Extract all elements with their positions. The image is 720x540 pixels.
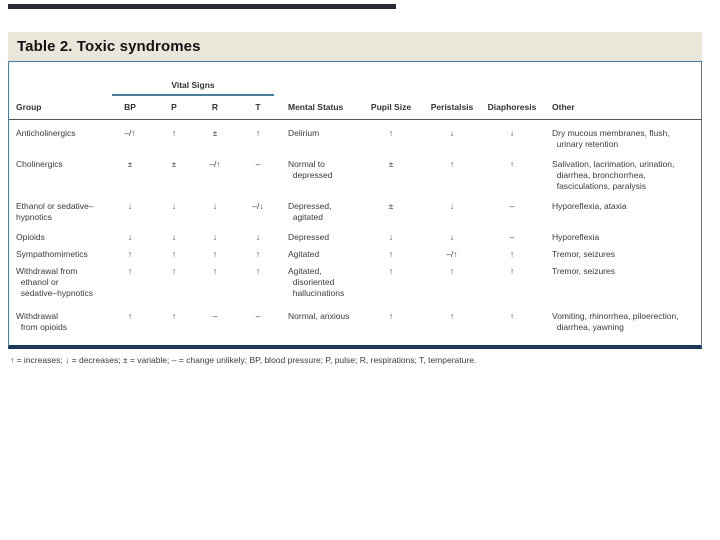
cell-diaphoresis: ↑ [509, 249, 515, 259]
cell-p: ↑ [171, 311, 177, 321]
cell-mental: Agitated [288, 249, 320, 259]
table-header-row: Group BP P R T Mental Status Pupil Size … [9, 102, 701, 113]
cell-pupil: ↓ [388, 232, 394, 242]
top-accent-bar [8, 4, 396, 9]
cell-t: – [255, 159, 261, 169]
cell-peristalsis: ↑ [449, 311, 455, 321]
cell-p: ↓ [171, 232, 177, 242]
cell-pupil: ± [388, 201, 394, 211]
cell-bp: ± [127, 159, 133, 169]
cell-pupil: ± [388, 159, 394, 169]
cell-r: ↓ [212, 232, 218, 242]
cell-peristalsis: –/↑ [446, 249, 458, 259]
table-row: Withdrawal from opioids ↑ ↑ – – Normal, … [9, 311, 701, 333]
column-header-pupil: Pupil Size [370, 102, 412, 112]
cell-p: ↓ [171, 201, 177, 211]
cell-peristalsis: ↑ [449, 159, 455, 169]
cell-other: Tremor, seizures [552, 266, 615, 276]
column-header-mental: Mental Status [288, 102, 344, 112]
cell-group: Cholinergics [16, 159, 63, 169]
cell-r: – [212, 311, 218, 321]
cell-p: ↑ [171, 266, 177, 276]
cell-mental: Normal, anxious [288, 311, 350, 321]
cell-r: –/↑ [209, 159, 221, 169]
column-header-diaphoresis: Diaphoresis [487, 102, 537, 112]
table-row: Opioids ↓ ↓ ↓ ↓ Depressed ↓ ↓ – Hyporefl… [9, 232, 701, 243]
cell-bp: ↑ [127, 266, 133, 276]
cell-mental: Agitated, disoriented hallucinations [288, 266, 345, 298]
table-row: Sympathomimetics ↑ ↑ ↑ ↑ Agitated ↑ –/↑ … [9, 249, 701, 260]
cell-r: ± [212, 128, 218, 138]
cell-diaphoresis: – [509, 232, 515, 242]
column-header-bp: BP [124, 102, 136, 112]
cell-other: Vomiting, rhinorrhea, piloerection, diar… [552, 311, 679, 332]
cell-r: ↑ [212, 266, 218, 276]
header-separator [9, 119, 701, 120]
cell-group: Ethanol or sedative– hypnotics [16, 201, 94, 222]
table-title: Table 2. Toxic syndromes [17, 38, 201, 55]
cell-peristalsis: ↑ [449, 266, 455, 276]
table-row: Cholinergics ± ± –/↑ – Normal to depress… [9, 159, 701, 192]
cell-bp: –/↑ [124, 128, 136, 138]
table-row: Anticholinergics –/↑ ↑ ± ↑ Delirium ↑ ↓ … [9, 128, 701, 150]
cell-diaphoresis: ↓ [509, 128, 515, 138]
cell-pupil: ↑ [388, 249, 394, 259]
cell-t: ↑ [255, 128, 261, 138]
cell-t: – [255, 311, 261, 321]
cell-p: ↑ [171, 128, 177, 138]
cell-mental: Delirium [288, 128, 320, 138]
cell-group: Sympathomimetics [16, 249, 88, 259]
cell-group: Anticholinergics [16, 128, 76, 138]
cell-t: ↑ [255, 249, 261, 259]
cell-other: Salivation, lacrimation, urination, diar… [552, 159, 675, 191]
cell-peristalsis: ↓ [449, 201, 455, 211]
cell-pupil: ↑ [388, 311, 394, 321]
column-header-other: Other [552, 102, 575, 112]
cell-peristalsis: ↓ [449, 128, 455, 138]
cell-t: ↓ [255, 232, 261, 242]
column-header-peristalsis: Peristalsis [430, 102, 474, 112]
cell-other: Hyporeflexia, ataxia [552, 201, 627, 211]
cell-bp: ↑ [127, 249, 133, 259]
cell-diaphoresis: ↑ [509, 311, 515, 321]
cell-t: ↑ [255, 266, 261, 276]
cell-r: ↓ [212, 201, 218, 211]
cell-r: ↑ [212, 249, 218, 259]
toxic-syndromes-table: Vital Signs Group BP P R T Mental Status… [8, 61, 702, 349]
table-row: Ethanol or sedative– hypnotics ↓ ↓ ↓ –/↓… [9, 201, 701, 223]
column-header-t: T [255, 102, 261, 112]
cell-diaphoresis: – [509, 201, 515, 211]
cell-p: ± [171, 159, 177, 169]
cell-mental: Normal to depressed [288, 159, 333, 180]
cell-group: Withdrawal from ethanol or sedative–hypn… [16, 266, 94, 298]
table-row: Withdrawal from ethanol or sedative–hypn… [9, 266, 701, 299]
cell-peristalsis: ↓ [449, 232, 455, 242]
cell-mental: Depressed, agitated [288, 201, 332, 222]
cell-p: ↑ [171, 249, 177, 259]
cell-other: Dry mucous membranes, flush, urinary ret… [552, 128, 670, 149]
column-header-r: R [211, 102, 219, 112]
cell-other: Hyporeflexia [552, 232, 600, 242]
cell-group: Withdrawal from opioids [16, 311, 68, 332]
vital-signs-spanner-row: Vital Signs [9, 80, 701, 96]
cell-bp: ↓ [127, 201, 133, 211]
cell-diaphoresis: ↑ [509, 266, 515, 276]
cell-pupil: ↑ [388, 266, 394, 276]
cell-other: Tremor, seizures [552, 249, 615, 259]
column-header-group: Group [16, 102, 42, 112]
cell-t: –/↓ [252, 201, 264, 211]
cell-bp: ↓ [127, 232, 133, 242]
cell-mental: Depressed [288, 232, 330, 242]
cell-pupil: ↑ [388, 128, 394, 138]
cell-group: Opioids [16, 232, 45, 242]
column-header-p: P [171, 102, 177, 112]
vital-signs-spanner: Vital Signs [112, 80, 274, 96]
table-title-band: Table 2. Toxic syndromes [8, 32, 702, 61]
table-footnote: ↑ = increases; ↓ = decreases; ± = variab… [10, 355, 477, 365]
cell-bp: ↑ [127, 311, 133, 321]
cell-diaphoresis: ↑ [509, 159, 515, 169]
